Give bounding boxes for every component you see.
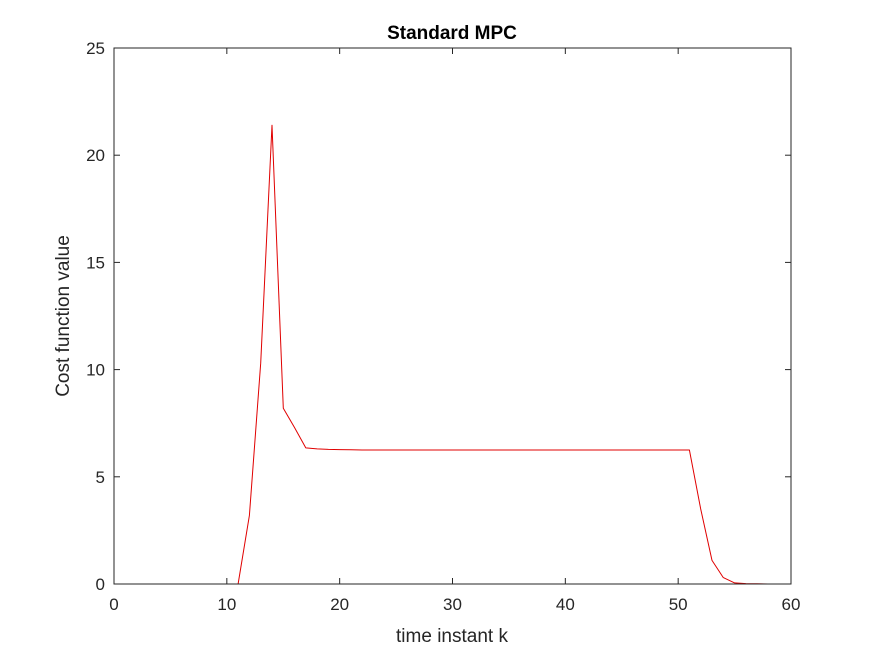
data-point: [666, 450, 667, 451]
data-point: [475, 450, 476, 451]
y-tick-label: 20: [86, 146, 105, 165]
data-point: [621, 450, 622, 451]
data-point: [644, 450, 645, 451]
data-point: [418, 450, 419, 451]
y-tick-label: 5: [96, 468, 105, 487]
x-axis-label: time instant k: [396, 626, 508, 647]
axes-box: [113, 47, 792, 585]
data-point: [723, 577, 724, 578]
data-point: [700, 509, 701, 510]
data-point: [520, 450, 521, 451]
data-point: [689, 450, 690, 451]
x-tick-label: 40: [556, 595, 575, 614]
data-point: [283, 408, 284, 409]
y-axis-label: Cost function value: [53, 235, 74, 397]
data-point: [463, 450, 464, 451]
x-tick-label: 60: [782, 595, 801, 614]
data-point: [599, 450, 600, 451]
x-tick-label: 0: [109, 595, 118, 614]
data-point: [531, 450, 532, 451]
data-point: [373, 450, 374, 451]
y-tick-label: 10: [86, 361, 105, 380]
chart-title: Standard MPC: [387, 23, 517, 44]
y-tick-label: 25: [86, 39, 105, 58]
data-point: [305, 447, 306, 448]
data-point: [339, 449, 340, 450]
data-point: [576, 450, 577, 451]
data-point: [396, 450, 397, 451]
data-point: [384, 450, 385, 451]
x-tick-label: 50: [669, 595, 688, 614]
data-point: [429, 450, 430, 451]
data-point: [508, 450, 509, 451]
data-point: [734, 582, 735, 583]
data-point: [272, 125, 273, 126]
data-point: [317, 448, 318, 449]
data-point: [712, 560, 713, 561]
data-point: [249, 515, 250, 516]
data-point: [542, 450, 543, 451]
data-point: [486, 450, 487, 451]
data-point: [294, 427, 295, 428]
data-point: [554, 450, 555, 451]
data-point: [655, 450, 656, 451]
data-point: [260, 363, 261, 364]
tick-labels: 0 10 20 30 40 50 60 0 5 10 15 20 25: [86, 39, 800, 614]
data-point: [350, 449, 351, 450]
data-point: [565, 450, 566, 451]
x-tick-label: 30: [443, 595, 462, 614]
data-point: [587, 450, 588, 451]
data-point: [328, 449, 329, 450]
data-point: [610, 450, 611, 451]
y-tick-label: 0: [96, 575, 105, 594]
data-point: [633, 450, 634, 451]
data-point: [441, 450, 442, 451]
y-tick-label: 15: [86, 253, 105, 272]
x-tick-label: 10: [217, 595, 236, 614]
x-tick-label: 20: [330, 595, 349, 614]
data-point: [452, 450, 453, 451]
data-point: [362, 450, 363, 451]
data-point: [407, 450, 408, 451]
data-point: [497, 450, 498, 451]
plot-area: [114, 48, 791, 584]
data-point: [678, 450, 679, 451]
